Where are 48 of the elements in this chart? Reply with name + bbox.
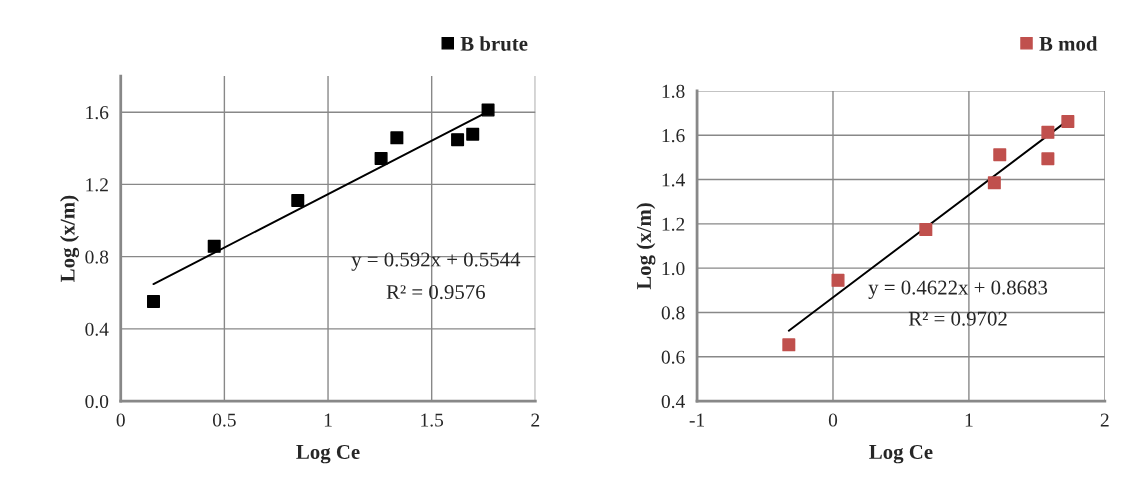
x-axis-title: Log Ce <box>869 444 933 464</box>
point <box>451 133 465 147</box>
point <box>782 338 796 352</box>
y-tick-label: 0.4 <box>85 322 109 336</box>
annotation: y = 0.4622x + 0.8683 <box>868 280 1048 299</box>
x-tick-label: -1 <box>689 413 704 427</box>
x-tick-label: 0 <box>828 413 838 427</box>
x-tick-label: 1.5 <box>421 413 444 427</box>
point <box>481 103 495 117</box>
y-tick-label: 0.8 <box>85 250 109 264</box>
point <box>993 148 1007 162</box>
y-tick-label: 1.6 <box>662 129 685 143</box>
legend-label: B brute <box>460 36 528 51</box>
point <box>919 223 933 237</box>
x-axis-title: Log Ce <box>296 444 360 464</box>
x-tick-label: 2 <box>531 413 540 427</box>
point <box>987 176 1001 190</box>
x-tick-label: 2 <box>1100 413 1109 427</box>
point <box>207 239 221 253</box>
point <box>466 127 480 141</box>
y-tick-label: 0.0 <box>85 394 109 409</box>
point <box>390 131 404 145</box>
y-axis-title: Log (x/m) <box>636 203 656 290</box>
point <box>1041 125 1055 139</box>
point <box>291 193 305 208</box>
y-tick-label: 1.0 <box>662 261 685 276</box>
annotation: y = 0.592x + 0.5544 <box>351 252 521 271</box>
point <box>1041 152 1055 166</box>
annotation: R² = 0.9702 <box>908 311 1007 326</box>
point <box>146 294 160 308</box>
legend-label: B mod <box>1039 36 1098 51</box>
point <box>1061 114 1075 128</box>
y-tick-label: 0.6 <box>661 350 685 364</box>
y-tick-label: 1.8 <box>662 84 685 98</box>
y-tick-label: 0.8 <box>661 306 685 320</box>
x-tick-label: 0.5 <box>212 413 236 427</box>
x-tick-label: 1 <box>324 413 332 427</box>
x-tick-label: 1 <box>965 413 973 427</box>
y-tick-label: 0.4 <box>661 394 685 409</box>
y-tick-label: 1.2 <box>86 178 108 192</box>
point <box>374 151 388 165</box>
annotation: R² = 0.9576 <box>386 285 485 300</box>
y-tick-label: 1.6 <box>86 106 109 120</box>
x-tick-label: 0 <box>116 413 125 427</box>
y-axis-title: Log (x/m) <box>60 195 80 282</box>
point <box>831 273 845 287</box>
y-tick-label: 1.4 <box>662 173 685 187</box>
y-tick-label: 1.2 <box>662 217 685 231</box>
